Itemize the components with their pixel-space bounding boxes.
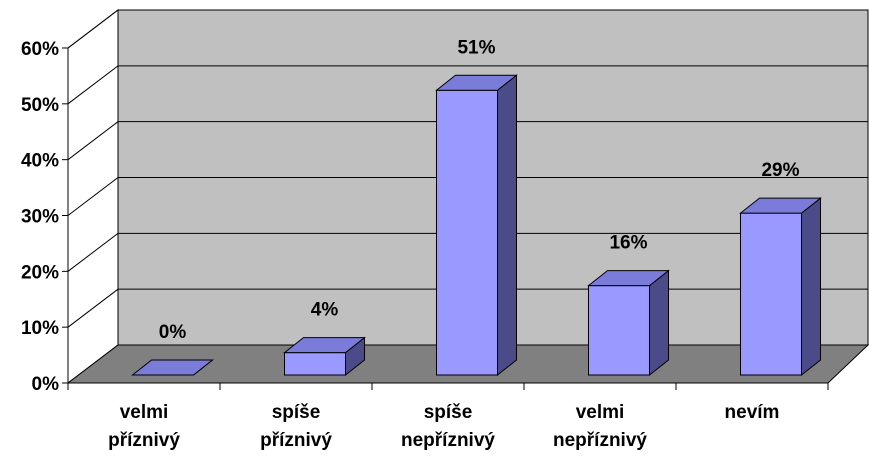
bar-front [740, 212, 802, 376]
y-axis-ticks: 0% 10% 20% 30% 40% 50% 60% [21, 39, 68, 395]
bars [131, 74, 822, 377]
bar-side [801, 197, 821, 377]
category-label-line: spíše [272, 402, 321, 423]
x-axis-ticks [67, 383, 829, 390]
y-tick-label: 10% [21, 318, 59, 339]
bar-front [588, 285, 650, 376]
bar-front [436, 89, 498, 376]
category-label-line: příznivý [108, 430, 180, 451]
y-tick-label: 30% [21, 207, 59, 228]
gridline [67, 9, 868, 49]
bar [587, 269, 670, 377]
y-tick-label: 0% [32, 374, 60, 395]
y-tick-label: 60% [21, 39, 59, 60]
category-label-line: nevím [725, 402, 780, 423]
bar [131, 359, 214, 376]
bar-front [284, 352, 346, 376]
bar-top [283, 337, 366, 354]
category-label-line: příznivý [260, 430, 332, 451]
category-label: velmi příznivý [108, 402, 180, 451]
category-label-line: velmi [120, 402, 169, 423]
bar-top [435, 74, 518, 91]
category-label-line: nepříznivý [401, 430, 495, 451]
gridline [67, 65, 868, 105]
category-label: velmi nepříznivý [553, 402, 647, 451]
gridline [67, 177, 868, 216]
data-label: 51% [457, 37, 495, 58]
category-label-line: velmi [576, 402, 625, 423]
y-tick-label: 20% [21, 262, 59, 283]
category-labels: velmi příznivý spíše příznivý spíše nepřízniv… [108, 402, 779, 451]
data-label: 4% [311, 300, 339, 321]
category-label-line: nepříznivý [553, 430, 647, 451]
bar-top [131, 359, 214, 376]
y-tick-label: 50% [21, 95, 59, 116]
bar-top [739, 197, 822, 214]
bar [739, 197, 822, 377]
bar-top [587, 270, 670, 287]
data-label: 16% [609, 233, 647, 254]
bar [283, 336, 366, 377]
gridline [67, 121, 868, 161]
data-label: 29% [761, 160, 799, 181]
bar-side [497, 74, 517, 377]
category-label: spíše příznivý [260, 402, 332, 451]
category-label: spíše nepříznivý [401, 402, 495, 451]
data-label: 0% [159, 322, 187, 343]
bar-side [649, 269, 669, 377]
gridline [67, 232, 868, 272]
data-labels: 0% 4% 51% 16% 29% [159, 37, 800, 343]
bar [435, 74, 518, 377]
y-tick-label: 40% [21, 151, 59, 172]
category-label: nevím [725, 402, 780, 423]
category-label-line: spíše [424, 402, 473, 423]
